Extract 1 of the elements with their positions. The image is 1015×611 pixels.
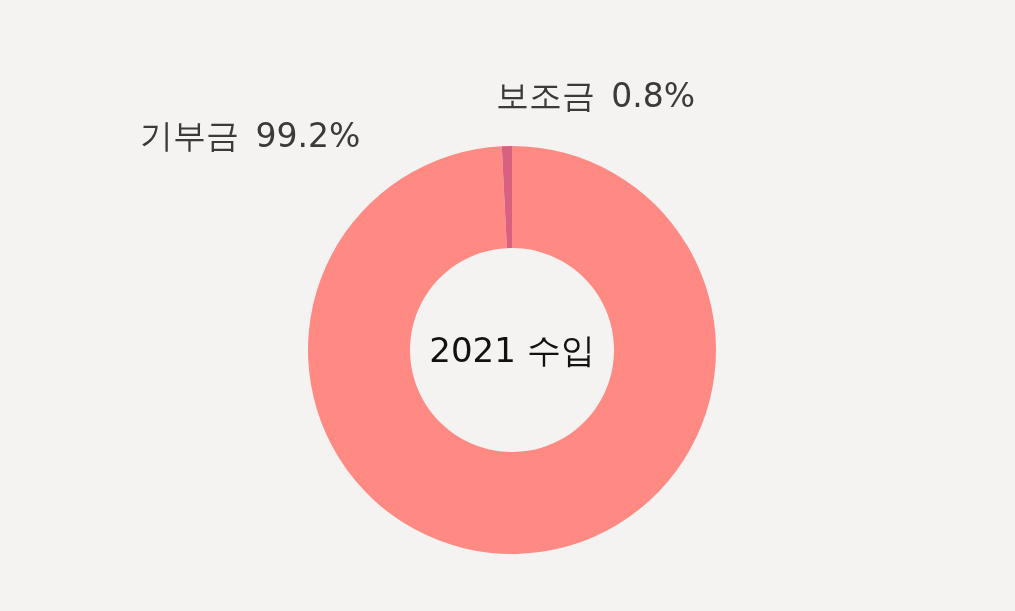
title: 2021 수입 — [429, 330, 595, 370]
